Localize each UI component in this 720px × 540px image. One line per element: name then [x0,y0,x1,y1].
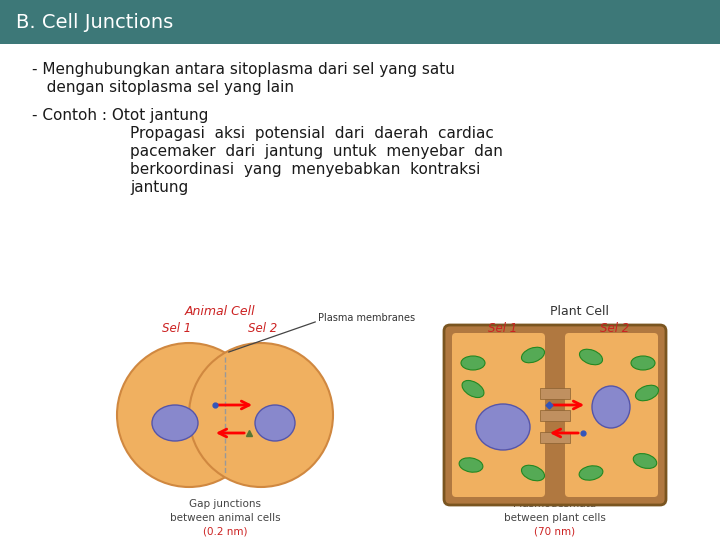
FancyBboxPatch shape [565,333,658,497]
Bar [540,432,570,443]
Text: between plant cells: between plant cells [504,513,606,523]
Text: (0.2 nm): (0.2 nm) [203,527,247,537]
Ellipse shape [521,465,544,481]
Circle shape [117,343,261,487]
Ellipse shape [461,356,485,370]
Ellipse shape [634,454,657,468]
Text: B. Cell Junctions: B. Cell Junctions [16,12,174,31]
Text: Sel 2: Sel 2 [600,322,629,335]
Ellipse shape [462,381,484,397]
Text: Plasma membranes: Plasma membranes [318,313,415,323]
Ellipse shape [580,349,603,364]
Ellipse shape [579,466,603,480]
Bar [0,0,720,44]
FancyBboxPatch shape [452,333,545,497]
Text: Plasmodesmata: Plasmodesmata [513,499,597,509]
Text: Animal Cell: Animal Cell [185,305,256,318]
Ellipse shape [255,405,295,441]
Ellipse shape [152,405,198,441]
Text: - Contoh : Otot jantung: - Contoh : Otot jantung [32,108,208,123]
Text: berkoordinasi  yang  menyebabkan  kontraksi: berkoordinasi yang menyebabkan kontraksi [130,162,480,177]
Text: dengan sitoplasma sel yang lain: dengan sitoplasma sel yang lain [32,80,294,95]
Text: - Menghubungkan antara sitoplasma dari sel yang satu: - Menghubungkan antara sitoplasma dari s… [32,62,455,77]
FancyBboxPatch shape [444,325,666,505]
Bar [540,388,570,399]
Text: pacemaker  dari  jantung  untuk  menyebar  dan: pacemaker dari jantung untuk menyebar da… [130,144,503,159]
Bar [540,410,570,421]
Text: (70 nm): (70 nm) [534,527,575,537]
Text: Propagasi  aksi  potensial  dari  daerah  cardiac: Propagasi aksi potensial dari daerah car… [130,126,494,141]
Ellipse shape [459,458,483,472]
Text: Sel 1: Sel 1 [163,322,192,335]
Text: Sel 1: Sel 1 [488,322,518,335]
Ellipse shape [592,386,630,428]
Text: between animal cells: between animal cells [170,513,280,523]
Ellipse shape [521,347,544,363]
Text: Gap junctions: Gap junctions [189,499,261,509]
Ellipse shape [476,404,530,450]
Text: jantung: jantung [130,180,188,195]
Text: Plant Cell: Plant Cell [551,305,610,318]
Ellipse shape [631,356,655,370]
Circle shape [189,343,333,487]
Ellipse shape [636,385,659,401]
Text: Sel 2: Sel 2 [248,322,278,335]
